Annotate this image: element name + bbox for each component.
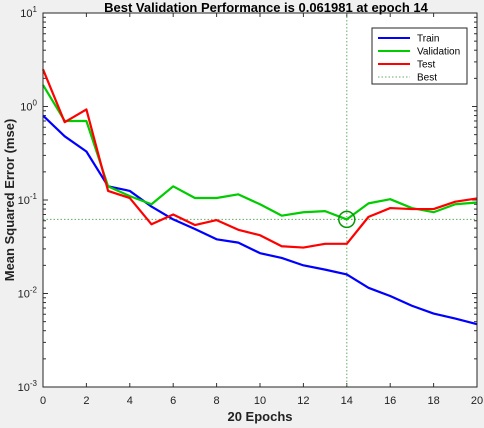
series-test-line [41, 68, 478, 249]
y-tick-label: 10-2 [18, 286, 38, 301]
chart-title: Best Validation Performance is 0.061981 … [104, 0, 428, 15]
axes-frame [42, 12, 478, 388]
x-tick-label: 10 [254, 395, 266, 407]
series-validation-line [42, 84, 478, 221]
best-marker [338, 210, 356, 229]
x-tick-label: 8 [214, 395, 220, 407]
y-tick-label: 100 [20, 99, 37, 114]
y-tick-label: 10-3 [18, 379, 38, 394]
legend-label-train: Train [417, 34, 439, 45]
x-axis-label: 20 Epochs [227, 409, 292, 424]
y-tick-label: 101 [20, 5, 37, 20]
x-tick-label: 0 [40, 395, 46, 407]
x-tick-label: 16 [384, 395, 396, 407]
y-tick-label: 10-1 [18, 192, 38, 207]
x-tick-label: 18 [427, 395, 439, 407]
legend-label-test: Test [417, 60, 436, 71]
x-tick-label: 14 [341, 395, 353, 407]
x-tick-label: 2 [83, 395, 89, 407]
legend-label-validation: Validation [417, 47, 460, 58]
x-tick-label: 20 [471, 395, 483, 407]
x-tick-label: 12 [297, 395, 309, 407]
x-tick-label: 6 [170, 395, 176, 407]
y-axis-label: Mean Squared Error (mse) [2, 119, 17, 282]
x-tick-label: 4 [127, 395, 133, 407]
legend-label-best: Best [417, 73, 437, 84]
series-train-line [42, 114, 478, 326]
